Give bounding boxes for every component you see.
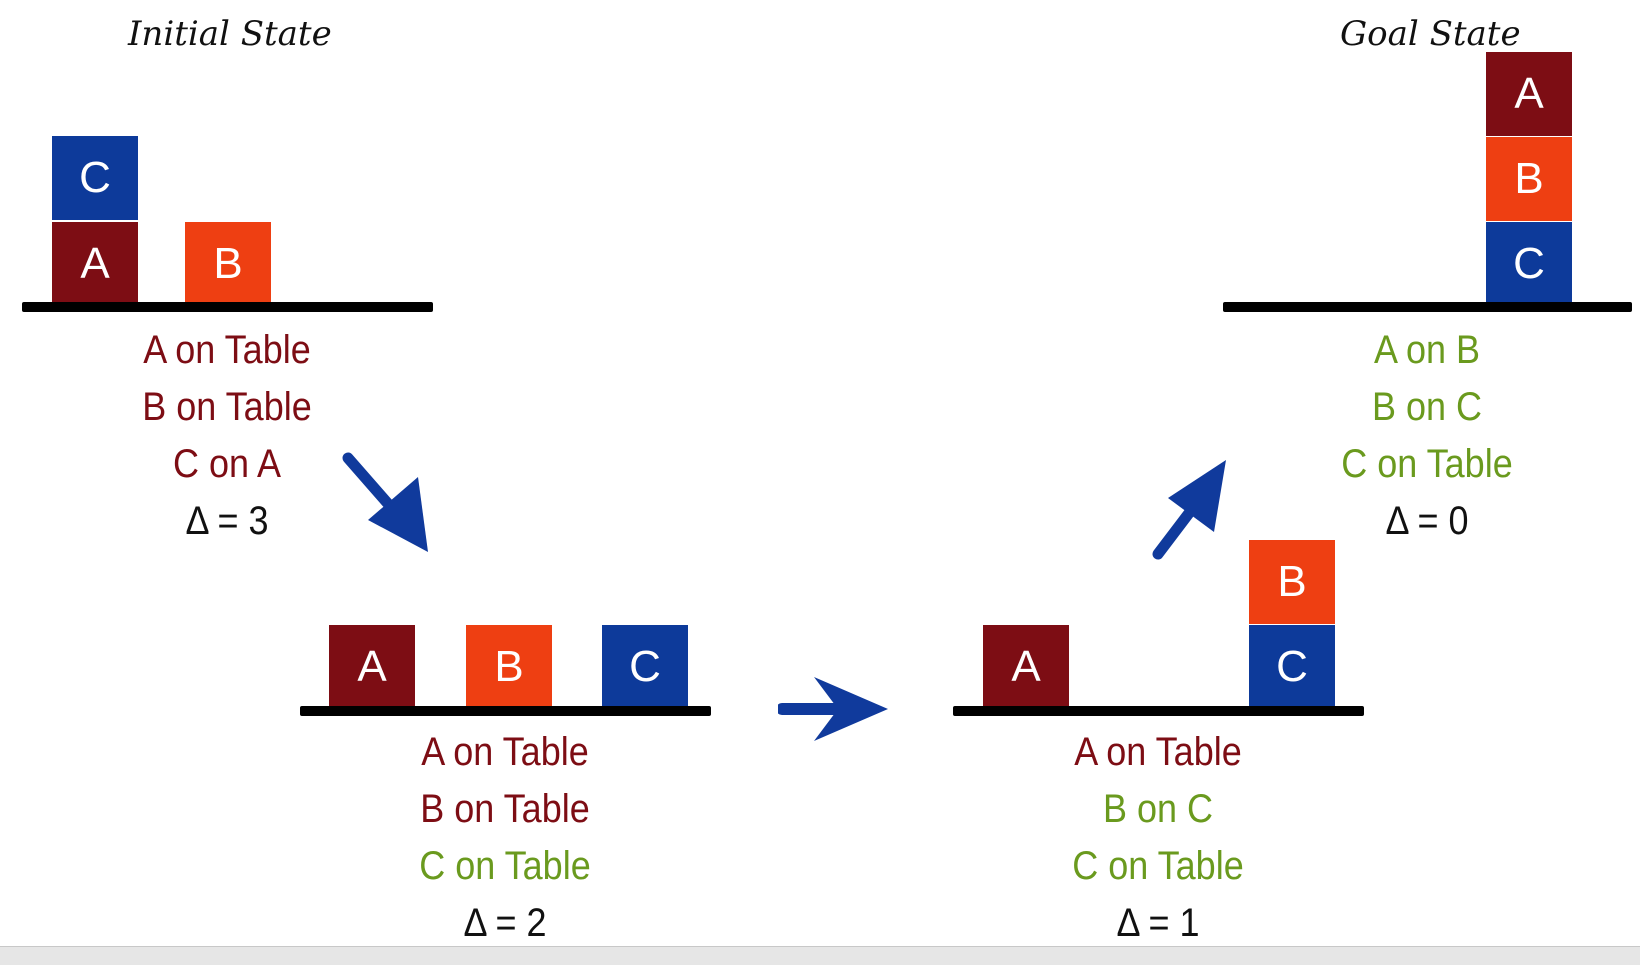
- initial-fact-2: B on Table: [142, 385, 312, 429]
- goal-block-a: A: [1486, 52, 1572, 136]
- step1-delta: Δ = 2: [463, 901, 547, 945]
- goal-facts: A on B B on C C on Table Δ = 0: [1247, 322, 1607, 550]
- goal-state-title: Goal State: [1340, 14, 1521, 54]
- initial-table: [22, 302, 433, 312]
- initial-block-c: C: [52, 136, 138, 220]
- goal-fact-2: B on C: [1371, 385, 1483, 429]
- step2-fact-2: B on C: [1102, 787, 1214, 831]
- step1-fact-3: C on Table: [419, 844, 591, 888]
- initial-facts: A on Table B on Table C on A Δ = 3: [47, 322, 407, 550]
- goal-delta: Δ = 0: [1385, 499, 1469, 543]
- initial-block-a: A: [52, 222, 138, 306]
- step1-fact-2: B on Table: [420, 787, 590, 831]
- goal-block-b: B: [1486, 137, 1572, 221]
- down-right-arrow-icon: [342, 452, 428, 552]
- initial-fact-1: A on Table: [143, 328, 311, 372]
- bottom-toolbar-strip: [0, 946, 1640, 965]
- step1-block-b: B: [466, 625, 552, 709]
- initial-state-title: Initial State: [128, 14, 332, 54]
- goal-block-c: C: [1486, 222, 1572, 306]
- step2-block-c: C: [1249, 625, 1335, 709]
- step2-block-a: A: [983, 625, 1069, 709]
- step2-facts: A on Table B on C C on Table Δ = 1: [978, 724, 1338, 952]
- right-arrow-icon: [778, 677, 888, 741]
- step1-facts: A on Table B on Table C on Table Δ = 2: [325, 724, 685, 952]
- initial-delta: Δ = 3: [185, 499, 269, 543]
- step1-block-a: A: [329, 625, 415, 709]
- step2-fact-3: C on Table: [1072, 844, 1244, 888]
- step2-table: [953, 706, 1364, 716]
- goal-fact-1: A on B: [1373, 328, 1481, 372]
- step1-fact-1: A on Table: [421, 730, 589, 774]
- step1-table: [300, 706, 711, 716]
- step2-block-b: B: [1249, 540, 1335, 624]
- goal-table: [1223, 302, 1632, 312]
- initial-block-b: B: [185, 222, 271, 306]
- step2-fact-1: A on Table: [1074, 730, 1242, 774]
- step1-block-c: C: [602, 625, 688, 709]
- initial-fact-3: C on A: [172, 442, 282, 486]
- up-right-arrow-icon: [1152, 460, 1226, 560]
- goal-fact-3: C on Table: [1341, 442, 1513, 486]
- step2-delta: Δ = 1: [1116, 901, 1200, 945]
